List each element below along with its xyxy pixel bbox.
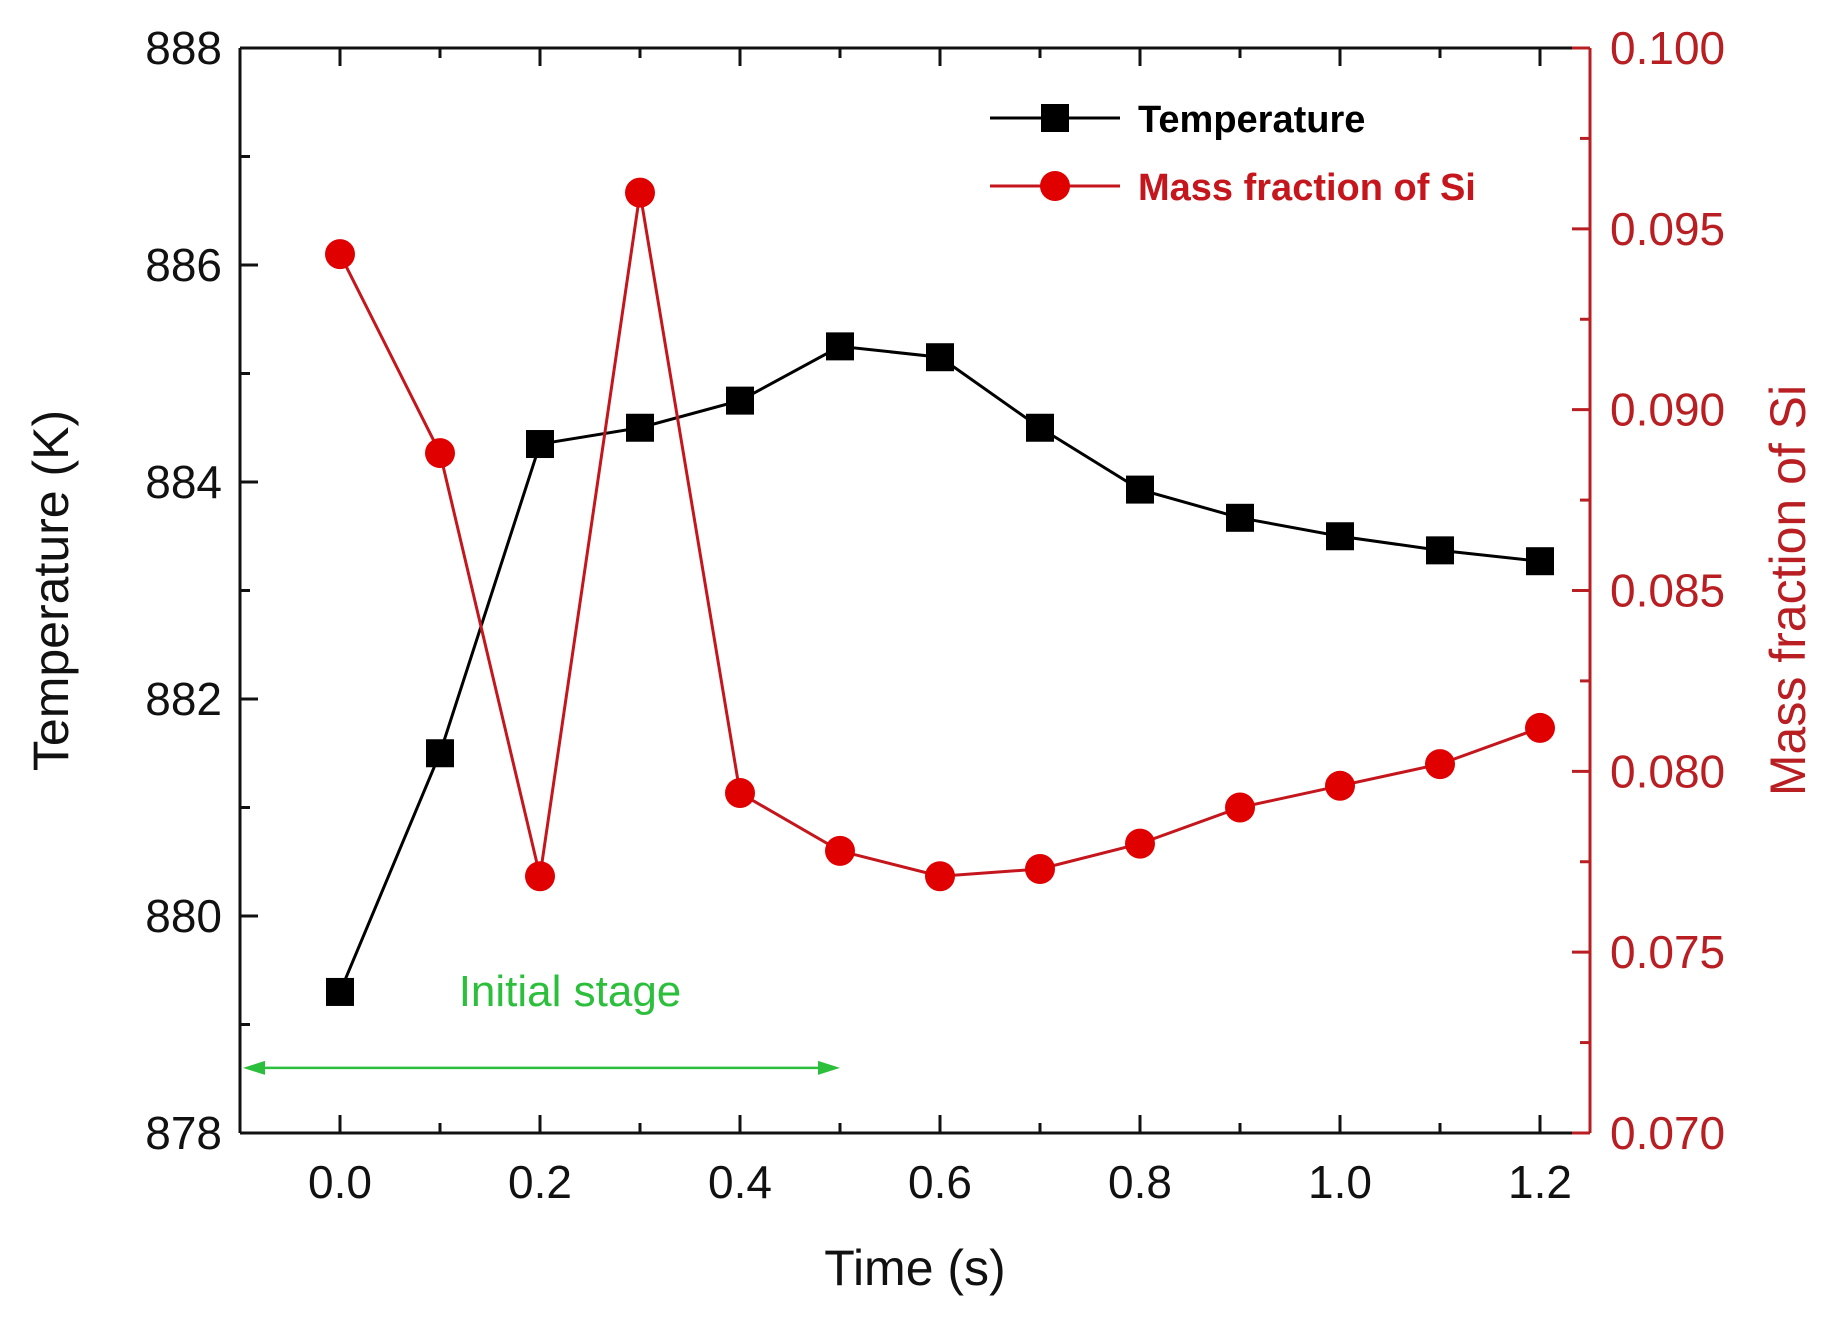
si-fraction-point [625,177,655,208]
si-fraction-point [1025,853,1055,884]
temperature-point [1426,536,1454,565]
si-fraction-point [1225,792,1255,823]
legend-si-marker [1040,171,1070,201]
x-tick-label: 1.0 [1308,1156,1372,1208]
temperature-point [1026,413,1054,442]
si-fraction-point [725,778,755,809]
x-tick-label: 0.6 [908,1156,972,1208]
x-tick-label: 0.8 [1108,1156,1172,1208]
si-fraction-point [925,861,955,892]
temperature-line [338,344,1541,993]
temperature-point [1326,522,1354,551]
si-fraction-point [325,239,355,270]
y-right-tick-label: 0.070 [1610,1107,1725,1159]
initial-stage-label: Initial stage [459,967,682,1016]
temperature-point [626,413,654,442]
y-right-tick-label: 0.090 [1610,384,1725,436]
temperature-point [1526,547,1554,576]
si-fraction-point [825,835,855,866]
si-fraction-point [1325,770,1355,801]
x-tick-label: 0.2 [508,1156,572,1208]
y-left-tick-label: 888 [145,22,222,74]
si-fraction-point [1425,749,1455,780]
legend: Temperature Mass fraction of Si [990,99,1476,209]
y-right-tick-label: 0.085 [1610,565,1725,617]
temperature-point [826,332,854,361]
legend-temperature-label: Temperature [1138,99,1365,141]
x-tick-label: 1.2 [1508,1156,1572,1208]
y-left-tick-label: 878 [145,1107,222,1159]
si-fraction-line [338,192,1541,878]
temperature-point [1126,475,1154,504]
x-axis-title: Time (s) [824,1240,1005,1296]
legend-temperature-marker [1041,104,1069,132]
temperature-point [726,386,754,415]
y-left-tick-label: 882 [145,673,222,725]
y-right-tick-label: 0.075 [1610,926,1725,978]
y-left-tick-label: 884 [145,456,222,508]
arrow-head-right [818,1060,840,1075]
legend-si-label: Mass fraction of Si [1138,167,1476,209]
si-fraction-point [1525,712,1555,743]
axes-layer: 0.0 0.2 0.4 0.6 0.8 1.0 1.2 878 880 882 884 886 888 0… [23,22,1816,1296]
x-tick-label: 0.0 [308,1156,372,1208]
si-fraction-point [425,438,455,469]
temperature-point [1226,503,1254,532]
y-left-tick-label: 880 [145,890,222,942]
y-right-tick-label: 0.080 [1610,745,1725,797]
series-markers-layer [325,177,1555,1006]
y-axis-left-title: Temperature (K) [23,410,79,771]
y-axis-right-title: Mass fraction of Si [1760,385,1816,796]
si-fraction-point [525,861,555,892]
temperature-point [426,739,454,768]
y-left-tick-label: 886 [145,239,222,291]
si-fraction-point [1125,828,1155,859]
temperature-point [926,343,954,372]
y-right-tick-label: 0.095 [1610,203,1725,255]
temperature-point [326,977,354,1006]
arrow-head-left [243,1060,265,1075]
temperature-point [526,430,554,459]
x-tick-label: 0.4 [708,1156,772,1208]
annotation-layer: Initial stage [243,967,840,1075]
y-right-tick-label: 0.100 [1610,22,1725,74]
